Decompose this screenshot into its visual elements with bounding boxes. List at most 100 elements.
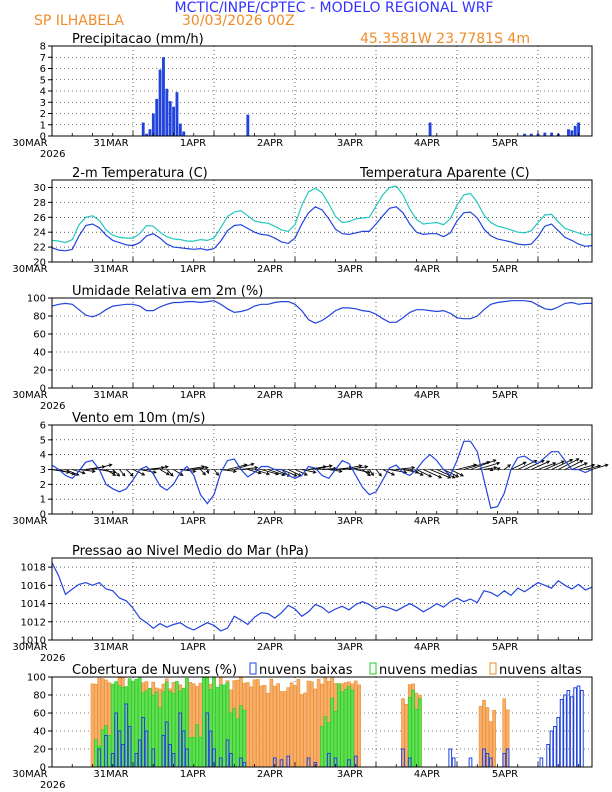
wind-arrow [173, 469, 184, 476]
cloud-high-bar [249, 686, 253, 768]
precip-xtick-label: 1APR [180, 138, 206, 149]
cloud-mid-bar [411, 689, 415, 768]
precip-bar [550, 132, 554, 136]
cloud-low-bar [573, 687, 577, 768]
wind-arrow [362, 469, 371, 477]
wind-arrow [301, 469, 316, 473]
wind-arrow [436, 469, 455, 479]
rh-xtick-label: 5APR [492, 390, 518, 401]
wind-arrow-head [328, 464, 333, 468]
cloud-low-bar [569, 696, 574, 768]
precip-ytick-label: 3 [40, 98, 46, 109]
wind-arrow [166, 469, 174, 477]
wind-arrow-head [560, 460, 565, 464]
precip-ytick-label: 4 [40, 87, 46, 98]
temp-series-line [51, 206, 593, 252]
wind-arrow [153, 466, 168, 470]
cloud-mid-bar [320, 726, 324, 768]
clouds-ytick-label: 0 [40, 763, 46, 774]
clouds-title: Cobertura de Nuvens (%) [72, 663, 237, 678]
precip-xtick-label: 31MAR [93, 138, 128, 149]
wind-title: Vento em 10m (m/s) [72, 411, 205, 426]
cloud-low-bar [580, 690, 584, 768]
wind-arrow-head [415, 470, 420, 474]
wind-arrow-head [293, 473, 298, 477]
wind-arrow [261, 469, 279, 475]
wind-xtick-label: 5APR [492, 516, 518, 527]
cloud-mid-bar [340, 691, 345, 768]
cloud-high-bar [279, 691, 284, 768]
precip-bar [529, 133, 533, 136]
wind-arrow-head [233, 469, 237, 473]
wind-arrow-head [451, 475, 456, 479]
cloud-low-bar [539, 757, 544, 768]
wind-arrow [186, 466, 205, 470]
wind-arrow [389, 469, 407, 473]
wind-arrow-head [493, 466, 498, 470]
wind-arrow [112, 469, 120, 477]
pres-xtick-label: 2APR [257, 642, 283, 653]
pres-year-label: 2026 [40, 653, 65, 664]
wind-arrow-head [597, 464, 602, 469]
wind-arrow-head [546, 460, 551, 464]
wind-arrow [315, 465, 332, 470]
cloud-high-bar [313, 688, 318, 768]
rh-panel: 0 20 40 60 80 100 30MAR 31MAR 1APR 2APR 3APR 4APR 5A… [12, 284, 593, 412]
wind-arrow-head [204, 466, 209, 470]
rh-xtick-label: 30MAR [12, 390, 47, 401]
wind-arrow-head [604, 463, 609, 468]
wind-arrow-head [419, 472, 424, 476]
wind-arrow [382, 469, 395, 476]
cloud-low-bar [546, 744, 550, 768]
cloud-low-bar [576, 685, 581, 768]
cloud-mid-bar [148, 687, 152, 768]
wind-arrow [193, 467, 208, 470]
wind-arrow [429, 469, 451, 479]
precip-bar [168, 101, 172, 136]
wind-arrow [125, 469, 134, 477]
pres-title: Pressao ao Nivel Medio do Mar (hPa) [72, 544, 309, 559]
wind-arrow [564, 460, 583, 470]
precip-ytick-label: 5 [40, 75, 46, 86]
cloud-mid-bar [215, 687, 220, 768]
cloud-legend-swatch [489, 662, 497, 675]
cloud-mid-bar [100, 729, 105, 768]
wind-arrow [321, 468, 337, 470]
wind-panel: 0 1 2 3 4 5 6 30MAR 31MAR 1APR 2APR 3APR 4APR 5APR Ven… [12, 411, 609, 527]
wind-arrow [375, 469, 382, 477]
wind-arrow [503, 464, 511, 470]
rh-ytick-label: 80 [33, 312, 46, 323]
clouds-ytick-label: 80 [33, 691, 46, 702]
wind-xtick-label: 3APR [337, 516, 363, 527]
cloud-high-bar [283, 691, 287, 768]
clouds-ytick-label: 20 [33, 745, 46, 756]
wind-ytick-label: 2 [40, 480, 46, 491]
clouds-year-label: 2026 [40, 780, 65, 791]
rh-xtick-label: 3APR [337, 390, 363, 401]
precip-bar [145, 133, 149, 136]
wind-arrow-head [575, 458, 580, 462]
temp-series-line [51, 185, 593, 244]
wind-arrow [200, 469, 206, 476]
header-location: SP ILHABELA [34, 13, 124, 29]
wind-arrow [220, 469, 237, 472]
cloud-mid-bar [330, 697, 334, 768]
cloud-mid-bar [175, 681, 179, 768]
clouds-ytick-label: 60 [33, 709, 46, 720]
wind-arrow-head [358, 464, 363, 468]
precip-bar [141, 122, 145, 136]
wind-arrow-head [281, 472, 286, 477]
wind-arrow [234, 463, 254, 470]
cloud-legend-swatch [369, 662, 377, 675]
cloud-high-bar [353, 680, 358, 768]
cloud-high-bar [259, 685, 264, 768]
cloud-legend-label: nuvens altas [499, 663, 582, 678]
wind-arrow-head [366, 470, 371, 474]
cloud-low-bar [559, 699, 564, 768]
pres-series-line [51, 562, 593, 632]
wind-arrow [585, 465, 601, 470]
rh-ytick-label: 0 [40, 384, 46, 395]
wind-arrow-head [552, 462, 557, 466]
rh-xtick-label: 31MAR [93, 390, 128, 401]
cloud-high-bar [266, 692, 270, 768]
